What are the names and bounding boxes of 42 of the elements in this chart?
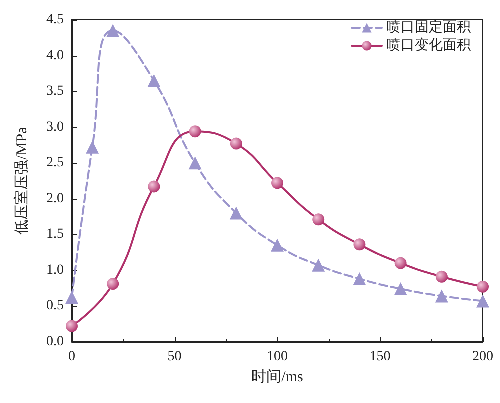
point bbox=[436, 270, 448, 283]
point bbox=[86, 140, 100, 154]
point bbox=[354, 238, 366, 251]
x-tick-label: 200 bbox=[472, 350, 494, 364]
point bbox=[394, 282, 408, 296]
point bbox=[435, 290, 448, 303]
legend-label: 喷口变化面积 bbox=[387, 38, 471, 54]
legend-label: 喷口固定面积 bbox=[387, 20, 471, 36]
y-tick-label: 1.5 bbox=[46, 227, 64, 242]
point bbox=[476, 294, 490, 308]
y-tick-label: 3.0 bbox=[46, 120, 64, 135]
point bbox=[107, 278, 120, 290]
y-tick-label: 1.0 bbox=[46, 262, 64, 278]
y-tick-label: 2.0 bbox=[46, 191, 64, 206]
y-tick-label: 3.5 bbox=[46, 84, 64, 100]
y-tick-label: 0.5 bbox=[46, 298, 64, 314]
y-tick-label: 2.5 bbox=[46, 156, 64, 171]
point bbox=[189, 126, 202, 138]
point bbox=[312, 258, 326, 272]
point bbox=[188, 156, 202, 170]
point bbox=[230, 138, 242, 150]
point bbox=[106, 24, 120, 38]
point bbox=[477, 280, 489, 293]
x-tick-label: 150 bbox=[370, 350, 391, 364]
point bbox=[148, 74, 161, 88]
point bbox=[353, 272, 366, 286]
point bbox=[394, 257, 407, 270]
y-axis-title: 低压室压强/MPa bbox=[14, 126, 30, 235]
point bbox=[272, 177, 284, 190]
x-tick-label: 100 bbox=[267, 350, 288, 364]
y-tick-label: 4.0 bbox=[46, 48, 64, 64]
x-tick-label: 0 bbox=[68, 350, 76, 364]
point bbox=[271, 238, 284, 252]
point bbox=[312, 214, 325, 226]
y-tick-label: 4.5 bbox=[46, 12, 64, 28]
point bbox=[66, 291, 78, 304]
point bbox=[148, 180, 160, 193]
point bbox=[66, 320, 78, 332]
y-tick-label: 0.0 bbox=[46, 334, 64, 350]
x-tick-label: 50 bbox=[168, 350, 182, 364]
point bbox=[230, 206, 243, 220]
x-axis-title: 时间/ms bbox=[252, 368, 304, 386]
